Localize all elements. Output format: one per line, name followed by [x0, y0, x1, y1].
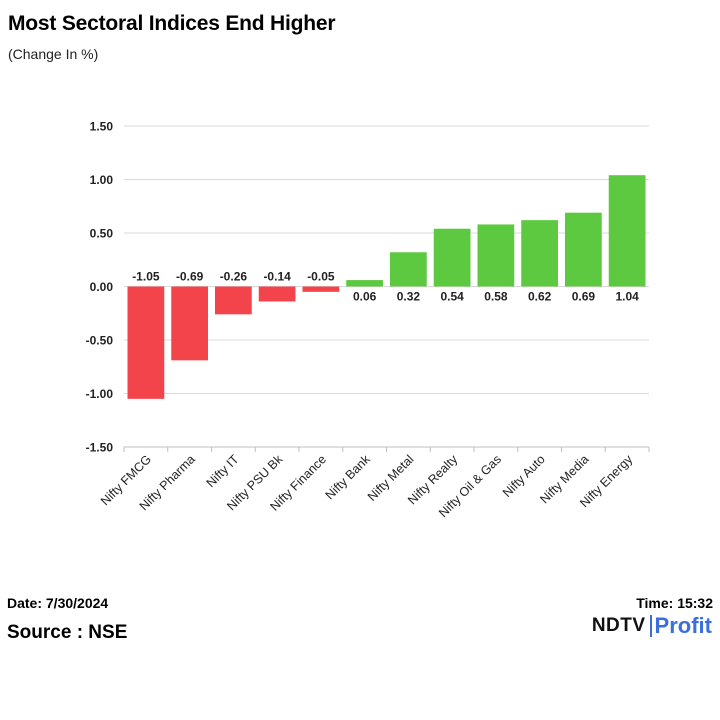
bar — [171, 286, 208, 361]
chart-subtitle: (Change In %) — [8, 46, 99, 62]
bar — [215, 286, 252, 315]
source-label: Source : NSE — [7, 622, 128, 643]
bar-chart: 1.50 1.00 0.50 0.00 -0.50 -1.00 -1.50 -1.05 Nift… — [86, 120, 650, 520]
bar — [608, 175, 646, 287]
bar — [565, 212, 602, 287]
data-label: 0.54 — [440, 290, 464, 304]
bar — [433, 228, 471, 287]
data-label: -1.05 — [132, 270, 160, 284]
data-label: -0.05 — [307, 270, 335, 284]
bar — [302, 286, 340, 292]
bar — [127, 286, 165, 399]
y-tick-label: -0.50 — [86, 334, 114, 348]
y-tick-label: -1.50 — [86, 441, 114, 455]
bar — [258, 286, 296, 302]
y-tick-label: 1.50 — [90, 120, 114, 134]
data-label: 0.58 — [484, 290, 508, 304]
y-tick-label: 0.00 — [90, 280, 114, 294]
data-label: 0.69 — [572, 290, 596, 304]
y-tick-label: 1.00 — [90, 173, 114, 187]
bar — [390, 252, 427, 287]
ndtv-profit-logo: NDTV Profit — [592, 613, 712, 639]
logo-sub-text: Profit — [654, 613, 712, 638]
date-label: Date: 7/30/2024 — [7, 595, 109, 611]
time-label: Time: 15:32 — [636, 595, 713, 611]
data-label: 0.62 — [528, 290, 552, 304]
data-label: -0.69 — [176, 270, 204, 284]
data-label: -0.26 — [220, 270, 248, 284]
x-tick-label: Nifty IT — [204, 452, 242, 490]
data-label: -0.14 — [263, 270, 291, 284]
data-label: 1.04 — [615, 290, 639, 304]
bar — [521, 220, 558, 287]
y-tick-label: -1.00 — [86, 387, 114, 401]
data-label: 0.32 — [397, 290, 421, 304]
logo-main-text: NDTV — [591, 615, 646, 636]
chart-title: Most Sectoral Indices End Higher — [8, 12, 336, 35]
y-tick-label: 0.50 — [90, 227, 114, 241]
bar — [477, 224, 515, 287]
data-label: 0.06 — [353, 290, 377, 304]
bar — [346, 280, 383, 287]
logo-separator — [649, 615, 652, 637]
